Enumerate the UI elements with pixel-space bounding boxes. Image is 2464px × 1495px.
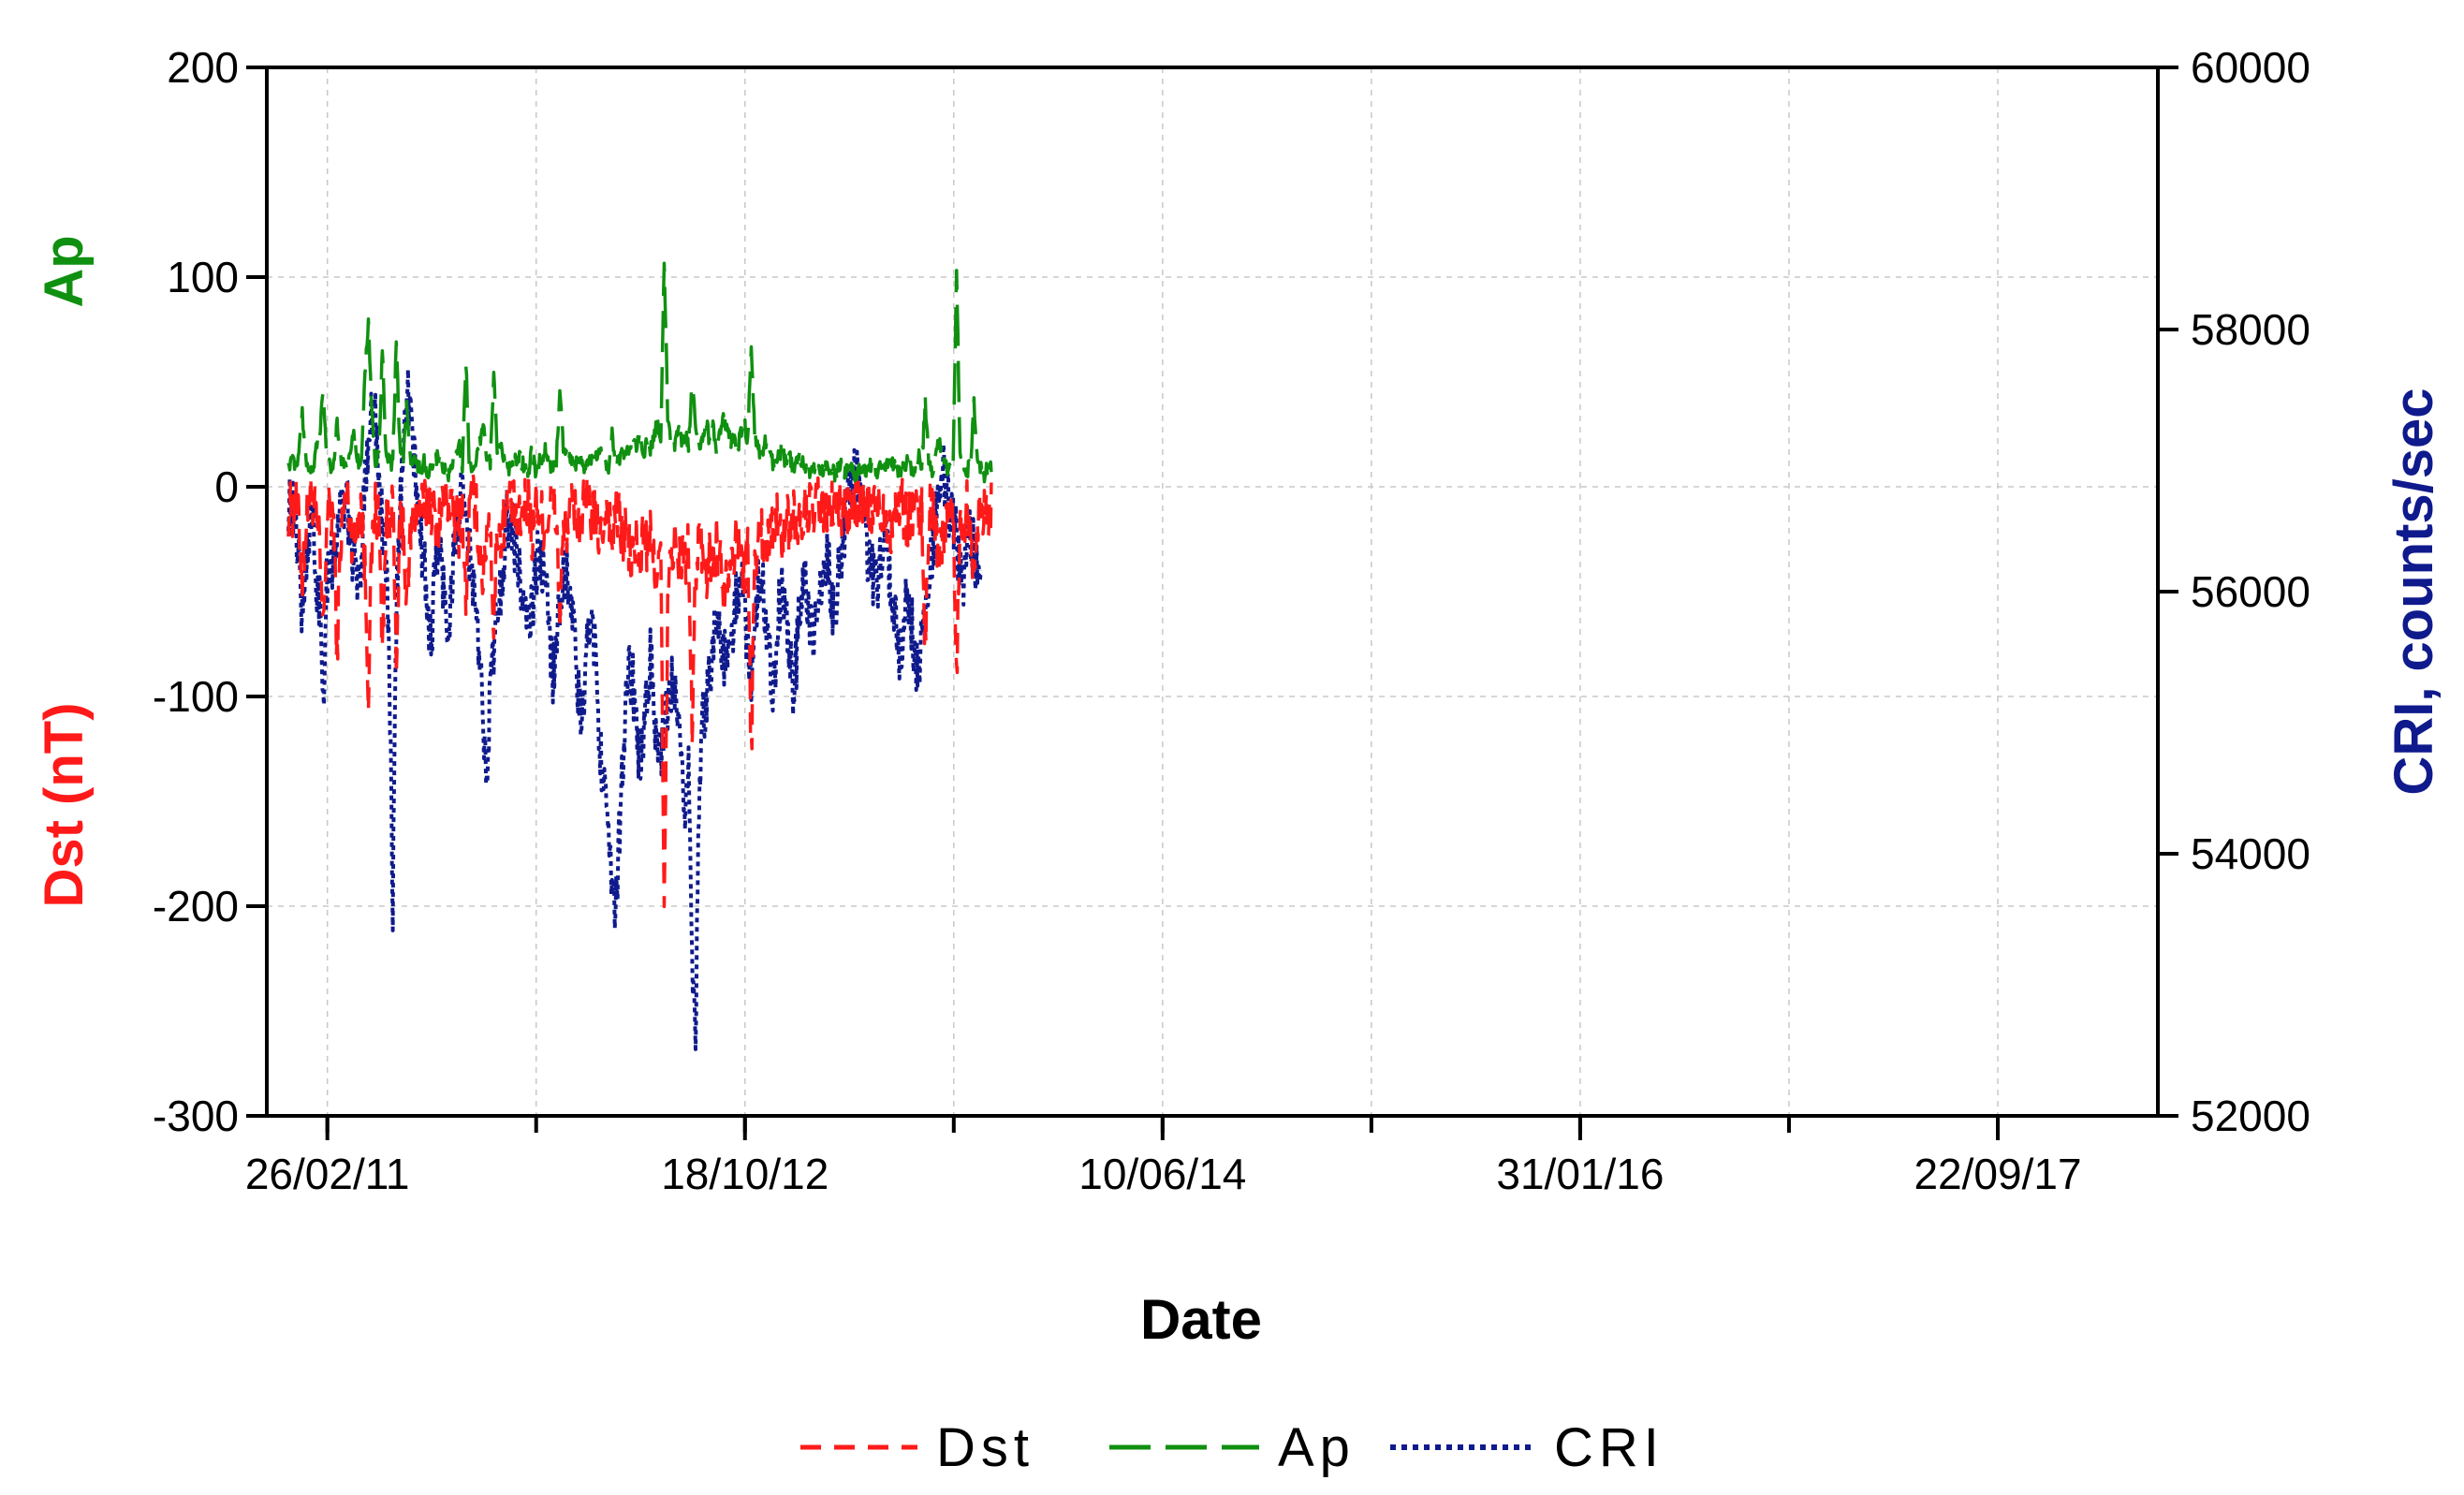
x-tick-label: 22/09/17 bbox=[1914, 1150, 2081, 1198]
axis-ticks: 200 100 0 -100 -200 -300 60000 58000 56000 54000 5… bbox=[153, 43, 2310, 1198]
right-axis-label-cri: CRI, counts/sec bbox=[2383, 388, 2444, 795]
y-left-tick-label: 100 bbox=[167, 253, 239, 301]
y-right-tick-label: 54000 bbox=[2191, 829, 2310, 878]
x-tick-label: 18/10/12 bbox=[661, 1150, 829, 1198]
legend-label-ap: Ap bbox=[1278, 1417, 1356, 1478]
series-line-dst bbox=[286, 472, 993, 909]
series-line-ap bbox=[286, 261, 993, 484]
y-right-tick-label: 60000 bbox=[2191, 43, 2310, 92]
y-right-tick-label: 52000 bbox=[2191, 1092, 2310, 1140]
legend-label-cri: CRI bbox=[1554, 1417, 1665, 1478]
legend: Dst Ap CRI bbox=[800, 1417, 1665, 1478]
y-right-tick-label: 58000 bbox=[2191, 305, 2310, 354]
y-left-tick-label: -200 bbox=[153, 882, 239, 931]
plot-frame bbox=[265, 66, 2160, 1118]
left-axis-label-ap: Ap bbox=[34, 235, 95, 307]
y-left-tick-label: -100 bbox=[153, 672, 239, 721]
series-lines bbox=[286, 261, 993, 1051]
x-tick-label: 10/06/14 bbox=[1078, 1150, 1246, 1198]
legend-label-dst: Dst bbox=[936, 1417, 1034, 1478]
x-tick-label: 31/01/16 bbox=[1496, 1150, 1664, 1198]
y-left-tick-label: 200 bbox=[167, 43, 239, 92]
grid-lines bbox=[267, 67, 2158, 1116]
left-axis-label-dst: Dst (nT) bbox=[34, 702, 95, 907]
y-right-tick-label: 56000 bbox=[2191, 567, 2310, 616]
x-tick-label: 26/02/11 bbox=[245, 1150, 410, 1198]
y-left-tick-label: 0 bbox=[214, 462, 239, 511]
x-axis-label: Date bbox=[1140, 1288, 1262, 1351]
y-left-tick-label: -300 bbox=[153, 1092, 239, 1140]
